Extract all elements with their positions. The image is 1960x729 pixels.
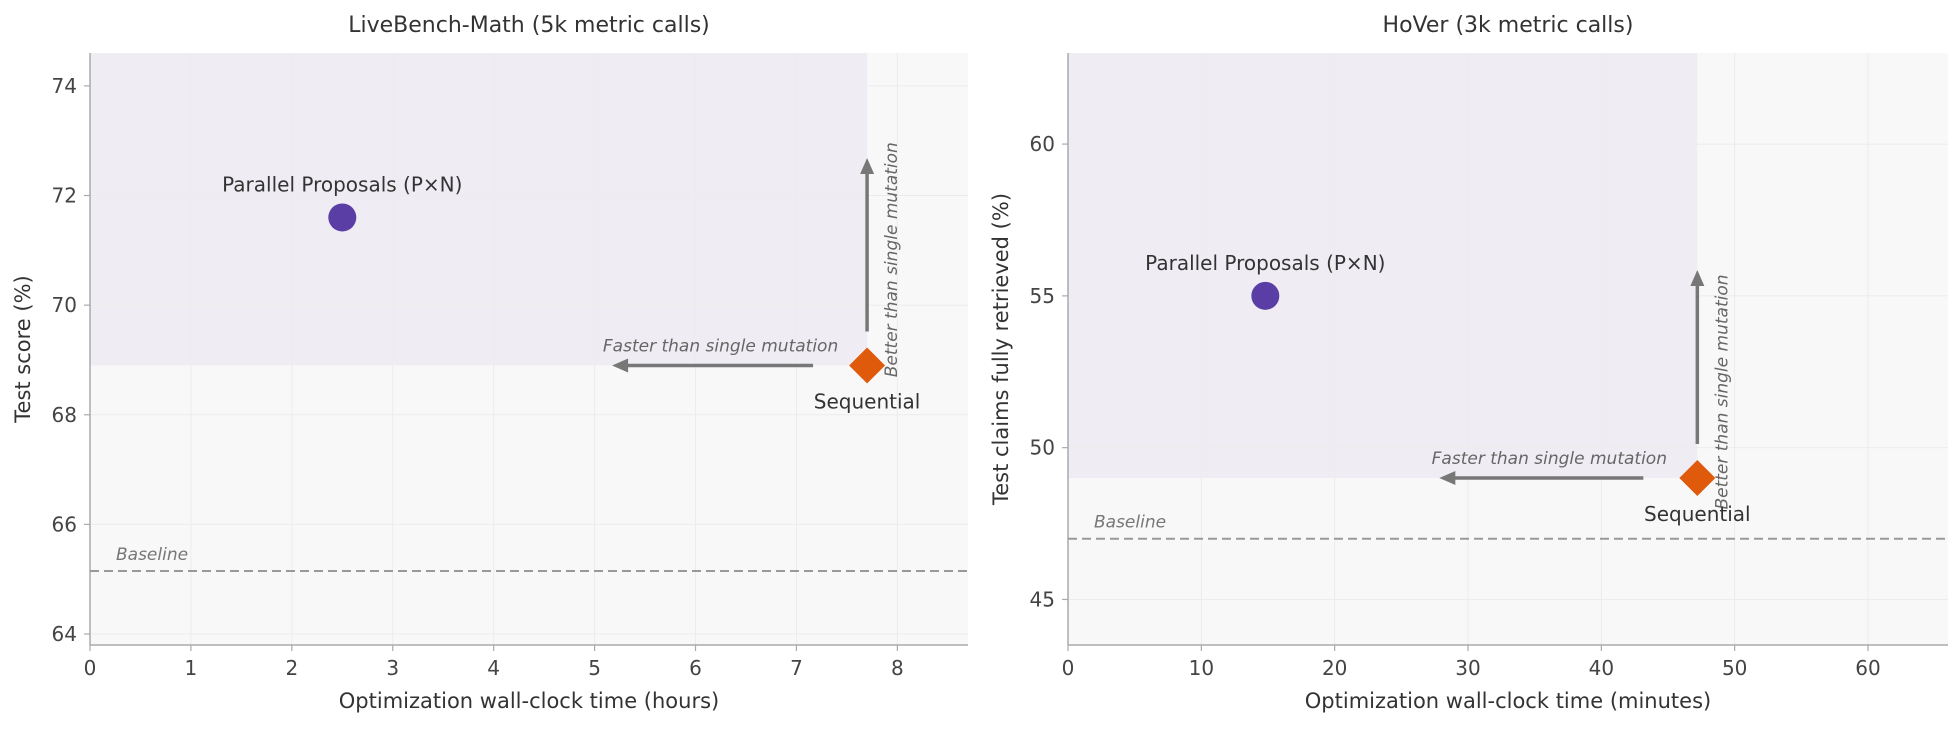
better-annotation: Better than single mutation (1712, 274, 1732, 509)
x-tick-label: 4 (487, 656, 500, 680)
livebench-math-panel: 0 1 2 3 4 5 6 7 8 64 66 68 70 72 74 LiveBench-Math (5k … (11, 13, 968, 713)
parallel-point (1251, 281, 1280, 310)
x-tick-label: 1 (185, 656, 198, 680)
x-tick-label: 30 (1455, 656, 1480, 680)
y-tick-label: 68 (52, 403, 77, 427)
y-tick-label: 72 (52, 184, 77, 208)
y-tick-label: 50 (1030, 436, 1055, 460)
y-axis-label: Test claims fully retrieved (%) (989, 193, 1013, 506)
y-tick-label: 64 (52, 622, 77, 646)
y-tick-label: 74 (52, 74, 77, 98)
y-tick-label: 66 (52, 512, 77, 536)
sequential-point (1679, 460, 1716, 497)
sequential-label: Sequential (1644, 502, 1751, 526)
faster-annotation: Faster than single mutation (603, 336, 838, 356)
x-axis-label: Optimization wall-clock time (hours) (339, 689, 719, 713)
x-tick-label: 50 (1722, 656, 1747, 680)
chart-title: LiveBench-Math (5k metric calls) (348, 13, 710, 38)
parallel-label: Parallel Proposals (P×N) (1145, 251, 1385, 275)
x-tick-label: 40 (1589, 656, 1614, 680)
x-tick-label: 20 (1322, 656, 1347, 680)
x-tick-label: 7 (790, 656, 803, 680)
x-tick-label: 6 (689, 656, 702, 680)
x-tick-label: 0 (1062, 656, 1075, 680)
y-tick-label: 45 (1030, 587, 1055, 611)
better-region (1068, 53, 1698, 479)
y-tick-label: 60 (1030, 132, 1055, 156)
y-axis-label: Test score (%) (11, 275, 35, 423)
faster-arrow-head (1439, 471, 1456, 486)
better-arrow-head (1690, 270, 1705, 286)
x-tick-label: 5 (588, 656, 601, 680)
x-tick-label: 2 (285, 656, 298, 680)
x-tick-label: 8 (891, 656, 904, 680)
x-tick-label: 3 (386, 656, 399, 680)
x-tick-label: 0 (84, 656, 97, 680)
chart-title: HoVer (3k metric calls) (1383, 13, 1634, 38)
x-axis-label: Optimization wall-clock time (minutes) (1305, 689, 1711, 713)
better-annotation: Better than single mutation (882, 142, 902, 377)
sequential-label: Sequential (814, 389, 921, 413)
hover-panel: 0 10 20 30 40 50 60 45 50 55 60 HoVer (3k metric ca… (989, 13, 1948, 713)
y-tick-label: 70 (52, 293, 77, 317)
x-tick-label: 60 (1855, 656, 1880, 680)
better-region (90, 53, 868, 366)
x-tick-label: 10 (1189, 656, 1214, 680)
better-arrow-head (860, 158, 875, 174)
faster-annotation: Faster than single mutation (1432, 449, 1667, 469)
parallel-label: Parallel Proposals (P×N) (222, 172, 462, 196)
sequential-point (849, 347, 886, 384)
baseline-label: Baseline (1094, 513, 1166, 533)
faster-arrow-head (612, 358, 629, 373)
y-tick-label: 55 (1030, 284, 1055, 308)
parallel-point (328, 203, 357, 232)
baseline-label: Baseline (116, 545, 188, 565)
